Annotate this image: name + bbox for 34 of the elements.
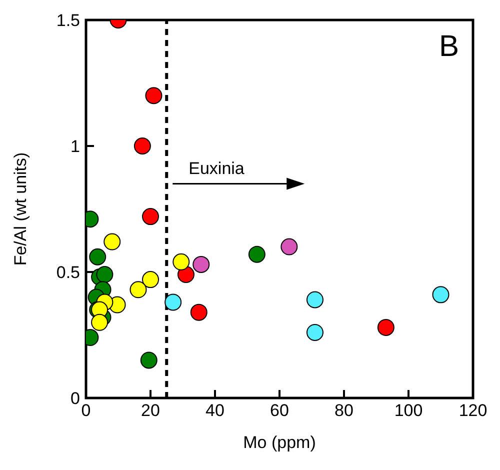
point [306, 291, 324, 308]
annotation: Euxinia [188, 158, 245, 178]
point [96, 266, 114, 284]
point [140, 352, 158, 369]
point [164, 294, 182, 311]
y-tick-label: 1 [70, 137, 80, 156]
y-tick-label: 0 [70, 389, 80, 408]
point [248, 246, 266, 263]
x-tick-label: 100 [394, 401, 423, 420]
x-tick-label: 60 [270, 401, 289, 420]
point [190, 304, 208, 321]
x-tick-label: 120 [458, 401, 488, 420]
y-axis-title: Fe/Al (wt units) [11, 152, 30, 266]
point [142, 271, 159, 288]
point [377, 318, 394, 336]
x-axis-title: Mo (ppm) [243, 433, 316, 452]
point [142, 208, 159, 226]
point [145, 87, 162, 104]
point [432, 286, 450, 304]
point [104, 233, 121, 250]
point [91, 314, 108, 331]
x-tick-label: 80 [334, 401, 354, 420]
point [130, 281, 147, 298]
point [89, 248, 106, 266]
point [280, 238, 298, 256]
point [134, 138, 151, 154]
point [172, 253, 190, 270]
annotation: B [438, 30, 459, 63]
y-tick-label: 0.5 [56, 263, 80, 282]
x-tick-label: 20 [141, 401, 160, 420]
point [192, 256, 210, 273]
point [306, 324, 324, 341]
x-tick-label: 40 [206, 401, 224, 420]
y-tick-label: 1.5 [56, 11, 80, 30]
